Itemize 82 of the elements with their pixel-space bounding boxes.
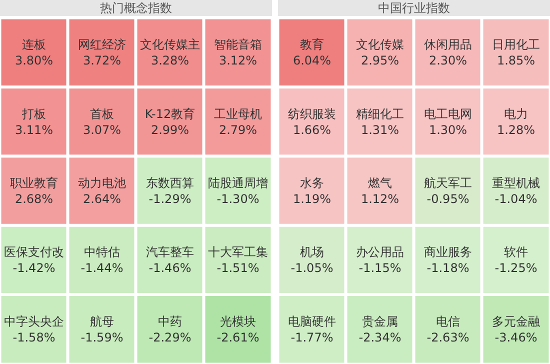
category-label: 文化传媒 <box>356 38 404 52</box>
data-label: -1.77% <box>290 330 334 344</box>
data-label: 1.85% <box>496 54 536 68</box>
data-label: -1.46% <box>148 261 192 276</box>
data-label: 1.66% <box>292 122 332 137</box>
category-label: 航母 <box>90 314 114 328</box>
data-label: 3.72% <box>82 54 122 68</box>
data-label: -1.29% <box>148 192 192 206</box>
data-label: 3.07% <box>82 122 122 137</box>
category-label: 文化传媒主 <box>140 38 200 52</box>
category-label: 打板 <box>21 106 46 121</box>
data-label: 2.95% <box>360 54 400 68</box>
category-label: 多元金融 <box>492 314 540 328</box>
text: 中国行业指数 <box>278 0 550 16</box>
data-label: 3.11% <box>14 122 54 137</box>
text: 热门概念指数 <box>0 0 272 16</box>
data-label: 6.04% <box>292 54 332 68</box>
category-label: 精细化工 <box>356 106 404 121</box>
category-label: 动力电池 <box>78 176 126 190</box>
category-label: 休闲用品 <box>424 38 472 52</box>
data-label: -3.46% <box>494 330 538 344</box>
category-label: 机场 <box>300 245 324 260</box>
data-label: 2.99% <box>150 122 190 137</box>
data-label: -1.42% <box>12 261 56 276</box>
data-label: -2.29% <box>148 330 192 344</box>
category-label: 商业服务 <box>424 245 472 260</box>
data-label: -1.15% <box>358 261 402 276</box>
data-label: 2.68% <box>14 192 54 206</box>
category-label: 日用化工 <box>492 38 540 52</box>
category-label: 医保支付改 <box>4 245 64 260</box>
category-label: 电力 <box>504 106 528 121</box>
category-label: 智能音箱 <box>214 38 262 52</box>
data-label: 1.30% <box>428 122 468 137</box>
category-label: 教育 <box>300 38 324 52</box>
category-label: 工业母机 <box>214 106 262 121</box>
category-label: 重型机械 <box>492 176 540 190</box>
category-label: 办公用品 <box>356 245 404 260</box>
data-label: -1.18% <box>426 261 470 276</box>
category-label: 汽车整车 <box>146 245 194 260</box>
category-label: 水务 <box>300 176 324 190</box>
data-label: -1.04% <box>494 192 538 206</box>
category-label: 东数西算 <box>146 176 194 190</box>
data-label: -2.61% <box>216 330 260 344</box>
category-label: 陆股通周增 <box>208 176 268 190</box>
data-label: 2.79% <box>218 122 258 137</box>
category-label: 软件 <box>504 245 528 260</box>
data-label: 2.64% <box>82 192 122 206</box>
category-label: 中字头央企 <box>4 314 64 328</box>
data-label: 3.28% <box>150 54 190 68</box>
category-label: 首板 <box>90 106 114 121</box>
data-label: -1.58% <box>12 330 56 344</box>
data-label: -1.25% <box>494 261 538 276</box>
data-label: -2.63% <box>426 330 470 344</box>
category-label: 燃气 <box>368 176 392 190</box>
data-label: 1.31% <box>360 122 400 137</box>
data-label: -2.34% <box>358 330 402 344</box>
category-label: 职业教育 <box>10 176 58 190</box>
data-label: -0.95% <box>426 192 470 206</box>
category-label: 贵金属 <box>362 314 398 328</box>
data-label: -1.30% <box>216 192 260 206</box>
data-label: -1.05% <box>290 261 334 276</box>
category-label: 十大军工集 <box>208 245 268 260</box>
data-label: 1.19% <box>292 192 332 206</box>
data-label: 2.30% <box>428 54 468 68</box>
data-label: 3.80% <box>14 54 54 68</box>
category-label: 电工电网 <box>424 106 472 121</box>
category-label: 网红经济 <box>78 38 126 52</box>
category-label: 航天军工 <box>424 176 472 190</box>
category-label: 纺织服装 <box>288 106 336 121</box>
data-label: 3.12% <box>218 54 258 68</box>
category-label: 连板 <box>22 38 46 52</box>
category-label: 中药 <box>158 314 182 328</box>
data-label: -1.51% <box>216 261 260 276</box>
category-label: K-12教育 <box>144 106 196 121</box>
category-label: 电脑硬件 <box>288 314 336 328</box>
data-label: -1.59% <box>80 330 124 344</box>
category-label: 电信 <box>436 314 460 328</box>
data-label: 1.28% <box>496 122 536 137</box>
category-label: 光模块 <box>220 314 256 328</box>
data-label: 1.12% <box>360 192 400 206</box>
data-label: -1.44% <box>80 261 124 276</box>
category-label: 中特估 <box>84 245 120 260</box>
